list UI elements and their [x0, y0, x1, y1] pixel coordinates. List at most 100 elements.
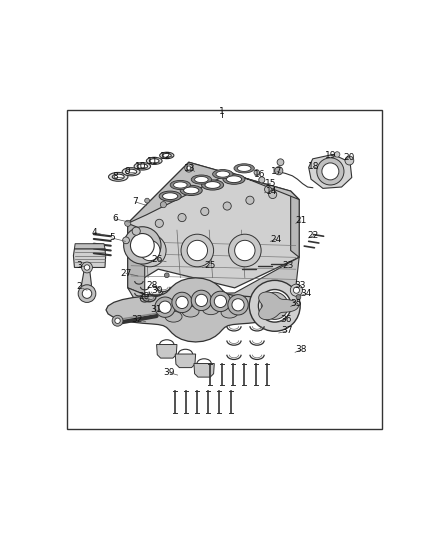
Circle shape	[228, 295, 248, 315]
Circle shape	[112, 316, 123, 326]
Circle shape	[187, 240, 208, 261]
Ellipse shape	[194, 176, 208, 183]
Circle shape	[178, 214, 186, 222]
Circle shape	[259, 177, 265, 183]
Text: 35: 35	[291, 300, 302, 308]
Text: 32: 32	[131, 315, 143, 324]
Text: 20: 20	[344, 152, 355, 161]
Text: 16: 16	[254, 171, 266, 179]
Circle shape	[335, 152, 340, 157]
Polygon shape	[74, 249, 106, 268]
Circle shape	[195, 294, 208, 306]
Text: 33: 33	[294, 281, 306, 290]
Circle shape	[293, 287, 300, 293]
Ellipse shape	[170, 180, 191, 190]
Text: 1: 1	[219, 107, 225, 116]
Circle shape	[115, 318, 120, 324]
Circle shape	[246, 196, 254, 204]
Circle shape	[155, 219, 163, 228]
Text: 10: 10	[134, 162, 146, 171]
Ellipse shape	[180, 185, 202, 196]
Ellipse shape	[191, 175, 212, 184]
Text: 19: 19	[325, 151, 336, 160]
Circle shape	[123, 237, 130, 244]
Ellipse shape	[205, 182, 220, 188]
Circle shape	[268, 190, 277, 199]
Ellipse shape	[112, 174, 124, 180]
Text: 23: 23	[283, 261, 294, 270]
Circle shape	[265, 186, 271, 193]
Circle shape	[82, 289, 92, 298]
Polygon shape	[291, 191, 299, 257]
Circle shape	[84, 265, 90, 270]
Text: 39: 39	[164, 368, 175, 377]
Text: 27: 27	[120, 269, 132, 278]
Ellipse shape	[162, 193, 178, 199]
Circle shape	[249, 280, 300, 332]
Circle shape	[125, 220, 131, 227]
Ellipse shape	[126, 169, 137, 174]
Circle shape	[254, 169, 259, 175]
Polygon shape	[74, 244, 105, 249]
Circle shape	[261, 292, 288, 319]
Text: 17: 17	[271, 167, 283, 176]
Circle shape	[235, 240, 255, 261]
Text: 12: 12	[160, 152, 172, 161]
Ellipse shape	[109, 172, 128, 181]
Circle shape	[223, 202, 231, 210]
Text: 30: 30	[152, 286, 163, 295]
Text: 31: 31	[150, 305, 162, 314]
Ellipse shape	[226, 176, 242, 183]
Polygon shape	[128, 257, 299, 317]
Polygon shape	[259, 292, 298, 320]
Text: 29: 29	[138, 293, 149, 302]
Circle shape	[145, 198, 149, 203]
Circle shape	[172, 292, 192, 313]
Circle shape	[191, 290, 212, 311]
Circle shape	[229, 234, 261, 267]
Ellipse shape	[146, 157, 162, 165]
Ellipse shape	[221, 307, 238, 318]
Ellipse shape	[234, 164, 254, 173]
Ellipse shape	[162, 154, 171, 157]
Circle shape	[160, 201, 166, 208]
Polygon shape	[194, 364, 214, 377]
Text: 8: 8	[112, 172, 118, 181]
Ellipse shape	[149, 159, 159, 163]
Ellipse shape	[201, 180, 224, 190]
Text: 22: 22	[308, 231, 319, 240]
Ellipse shape	[202, 304, 219, 314]
Circle shape	[155, 297, 175, 317]
Text: 3: 3	[76, 261, 82, 270]
Ellipse shape	[122, 168, 140, 176]
Text: 6: 6	[112, 214, 118, 223]
Circle shape	[322, 163, 339, 180]
Circle shape	[187, 166, 191, 170]
Text: 36: 36	[280, 315, 291, 324]
FancyBboxPatch shape	[67, 110, 382, 429]
Ellipse shape	[182, 306, 199, 317]
Text: 7: 7	[133, 197, 138, 206]
Text: 5: 5	[109, 233, 115, 243]
Ellipse shape	[216, 171, 230, 177]
Ellipse shape	[184, 187, 199, 194]
Circle shape	[78, 285, 96, 302]
Circle shape	[134, 234, 166, 267]
Text: 2: 2	[76, 282, 82, 292]
Polygon shape	[128, 162, 299, 223]
Circle shape	[176, 296, 188, 309]
Circle shape	[185, 164, 193, 172]
Circle shape	[232, 298, 244, 311]
Circle shape	[181, 234, 214, 267]
Text: 38: 38	[295, 345, 307, 354]
Ellipse shape	[237, 165, 251, 172]
Circle shape	[131, 233, 154, 257]
Polygon shape	[175, 354, 196, 368]
Circle shape	[210, 291, 230, 312]
Circle shape	[81, 262, 92, 273]
Circle shape	[296, 295, 301, 300]
Text: 24: 24	[270, 235, 282, 244]
Text: 25: 25	[205, 261, 216, 270]
Ellipse shape	[223, 174, 245, 184]
Circle shape	[317, 158, 344, 185]
